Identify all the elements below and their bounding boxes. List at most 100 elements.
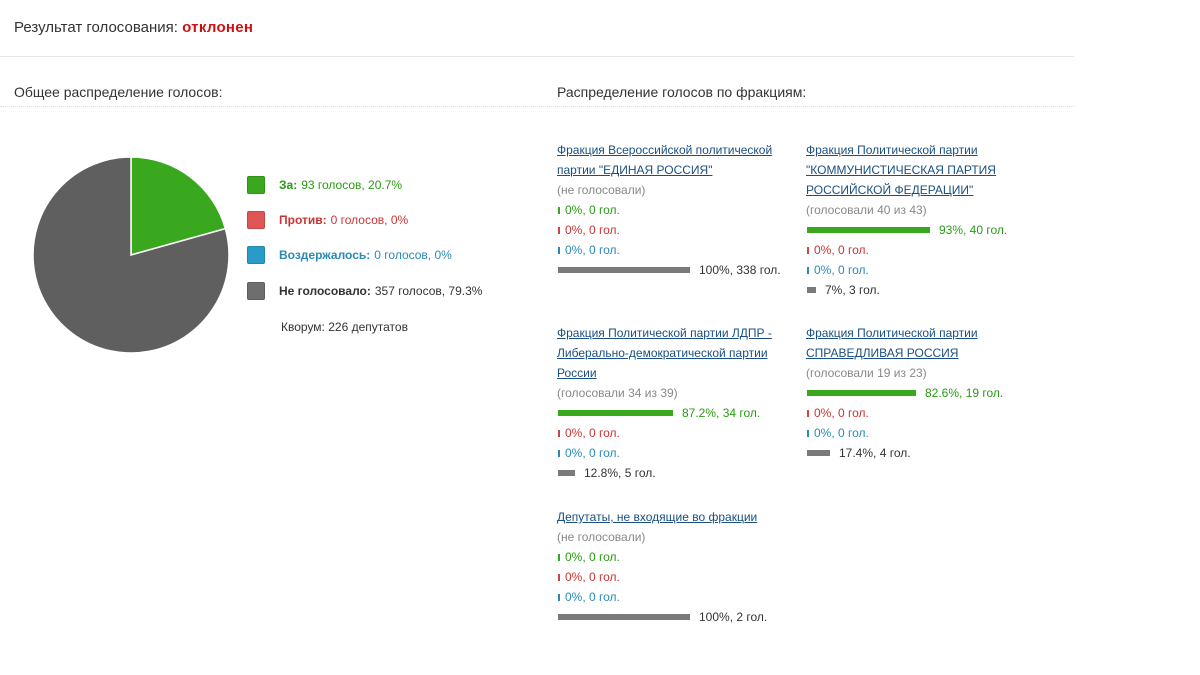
vote-row-abst: 0%, 0 гол. [557,240,797,260]
faction-name-link[interactable]: Фракция Политической партии СПРАВЕДЛИВАЯ… [806,326,978,360]
vote-bar [558,470,575,476]
vote-row-abst: 0%, 0 гол. [557,587,797,607]
vote-bar [558,614,690,620]
vote-bar [558,593,560,601]
vote-bar [558,226,560,234]
vote-row-against: 0%, 0 гол. [806,240,1046,260]
vote-value: 0%, 0 гол. [565,570,620,584]
faction-block: Фракция Политической партии "КОММУНИСТИЧ… [806,140,1046,300]
pie-slice-0 [130,156,227,256]
vote-value: 7%, 3 гол. [825,283,880,297]
vote-value: 0%, 0 гол. [565,590,620,604]
vote-row-none: 7%, 3 гол. [806,280,1046,300]
legend-swatch [247,176,265,194]
vote-row-against: 0%, 0 гол. [806,403,1046,423]
faction-status: (голосовали 40 из 43) [806,203,927,217]
legend-item-for: За: 93 голосов, 20.7% [247,176,402,194]
vote-bar [807,429,809,437]
vote-row-against: 0%, 0 гол. [557,567,797,587]
vote-value: 0%, 0 гол. [565,550,620,564]
faction-status: (не голосовали) [557,183,646,197]
vote-value: 0%, 0 гол. [814,426,869,440]
legend-item-abstained: Воздержалось: 0 голосов, 0% [247,246,452,264]
vote-bar [807,246,809,254]
vote-value: 0%, 0 гол. [565,243,620,257]
faction-name-link[interactable]: Фракция Политической партии ЛДПР - Либер… [557,326,772,380]
vote-value: 100%, 338 гол. [699,263,781,277]
vote-value: 0%, 0 гол. [814,263,869,277]
legend-swatch [247,211,265,229]
vote-bar [558,449,560,457]
overall-title: Общее распределение голосов: [14,84,223,100]
vote-bar [807,450,830,456]
vote-value: 0%, 0 гол. [565,446,620,460]
factions-title: Распределение голосов по фракциям: [557,84,807,100]
vote-bar [807,409,809,417]
vote-value: 100%, 2 гол. [699,610,768,624]
vote-value: 87.2%, 34 гол. [682,406,761,420]
vote-row-none: 100%, 338 гол. [557,260,797,280]
vote-row-for: 87.2%, 34 гол. [557,403,797,423]
vote-row-for: 82.6%, 19 гол. [806,383,1046,403]
vote-row-for: 0%, 0 гол. [557,547,797,567]
faction-block: Фракция Политической партии ЛДПР - Либер… [557,323,797,483]
vote-bar [807,227,930,233]
faction-name-link[interactable]: Фракция Всероссийской политической парти… [557,143,773,177]
vote-row-none: 17.4%, 4 гол. [806,443,1046,463]
legend-label: Воздержалось: [279,248,371,262]
quorum-text: Кворум: 226 депутатов [281,320,408,334]
vote-bar [558,573,560,581]
vote-bar [558,206,560,214]
legend-label: Против: [279,213,327,227]
legend-swatch [247,246,265,264]
vote-bar [807,287,816,293]
vote-value: 0%, 0 гол. [565,426,620,440]
vote-row-for: 93%, 40 гол. [806,220,1046,240]
legend-item-against: Против: 0 голосов, 0% [247,211,408,229]
legend-value: 357 голосов, 79.3% [374,284,483,298]
header-divider [0,56,1074,57]
vote-bar [807,266,809,274]
vote-bar [558,410,673,416]
vote-bar [558,267,690,273]
vote-value: 12.8%, 5 гол. [584,466,656,480]
vote-bar [558,429,560,437]
faction-block: Депутаты, не входящие во фракции (не голо… [557,507,797,627]
vote-bar [558,553,560,561]
vote-row-none: 100%, 2 гол. [557,607,797,627]
vote-value: 0%, 0 гол. [565,223,620,237]
vote-value: 17.4%, 4 гол. [839,446,911,460]
overall-pie-chart [32,156,230,354]
section-divider [0,106,1074,107]
vote-bar [558,246,560,254]
vote-row-against: 0%, 0 гол. [557,220,797,240]
legend-value: 0 голосов, 0% [330,213,409,227]
legend-value: 0 голосов, 0% [374,248,452,262]
pie-slice-3 [32,156,230,354]
faction-status: (голосовали 34 из 39) [557,386,678,400]
faction-block: Фракция Всероссийской политической парти… [557,140,797,280]
faction-block: Фракция Политической партии СПРАВЕДЛИВАЯ… [806,323,1046,463]
vote-value: 0%, 0 гол. [565,203,620,217]
vote-value: 93%, 40 гол. [939,223,1008,237]
vote-bar [807,390,916,396]
legend-value: 93 голосов, 20.7% [301,178,403,192]
faction-status: (голосовали 19 из 23) [806,366,927,380]
legend-item-not-voted: Не голосовало: 357 голосов, 79.3% [247,282,482,300]
faction-status: (не голосовали) [557,530,646,544]
vote-value: 0%, 0 гол. [814,406,869,420]
legend-swatch [247,282,265,300]
vote-result: Результат голосования: отклонен [14,19,253,36]
vote-row-abst: 0%, 0 гол. [557,443,797,463]
vote-result-label: Результат голосования: [14,19,178,36]
legend-label: За: [279,178,298,192]
vote-value: 82.6%, 19 гол. [925,386,1004,400]
faction-name-link[interactable]: Фракция Политической партии "КОММУНИСТИЧ… [806,143,996,197]
vote-row-abst: 0%, 0 гол. [806,423,1046,443]
vote-row-against: 0%, 0 гол. [557,423,797,443]
legend-label: Не голосовало: [279,284,371,298]
faction-name-link[interactable]: Депутаты, не входящие во фракции [557,510,758,524]
vote-value: 0%, 0 гол. [814,243,869,257]
vote-row-abst: 0%, 0 гол. [806,260,1046,280]
vote-row-none: 12.8%, 5 гол. [557,463,797,483]
